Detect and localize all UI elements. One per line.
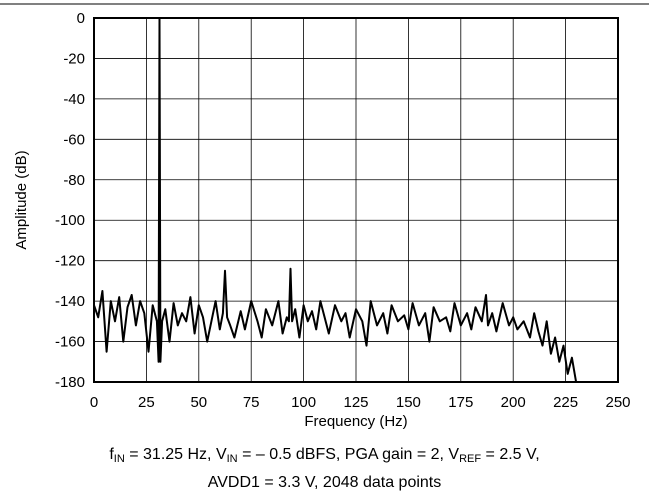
x-tick-label: 125: [343, 394, 368, 411]
caption-subscript: IN: [113, 453, 125, 465]
y-tick-label: -100: [55, 212, 85, 229]
caption-subscript: IN: [226, 453, 238, 465]
y-tick-label: -80: [63, 172, 85, 189]
caption-text: = 2.5 V,: [481, 446, 540, 463]
x-tick-label: 250: [605, 394, 630, 411]
x-tick-label: 0: [90, 394, 98, 411]
caption-line-1: fIN = 31.25 Hz, VIN = – 0.5 dBFS, PGA ga…: [0, 446, 649, 465]
y-tick-label: 0: [77, 10, 85, 27]
caption-line-2: AVDD1 = 3.3 V, 2048 data points: [207, 474, 442, 491]
series-group: [93, 17, 581, 383]
y-tick-label: -160: [55, 334, 85, 351]
x-tick-label: 50: [190, 394, 207, 411]
plot-frame: [93, 17, 619, 383]
x-tick-label: 200: [501, 394, 526, 411]
caption-text: = 31.25 Hz, V: [124, 446, 227, 463]
x-tick-label: 75: [243, 394, 260, 411]
y-tick-label: -120: [55, 253, 85, 270]
y-tick-label: -140: [55, 293, 85, 310]
y-tick-label: -20: [63, 50, 85, 67]
caption-subscript: REF: [459, 453, 482, 465]
y-axis-label: Amplitude (dB): [13, 150, 30, 249]
y-tick-label: -60: [63, 131, 85, 148]
caption-text: f: [109, 446, 114, 463]
caption-text: = – 0.5 dBFS, PGA gain = 2, V: [237, 446, 460, 463]
x-tick-label: 150: [396, 394, 421, 411]
x-tick-label: 175: [448, 394, 473, 411]
x-tick-label: 100: [291, 394, 316, 411]
tick-labels: 0 25 50 75 100 125 150 175 200 225 250 0 -20 -40 -60 -8…: [55, 10, 631, 411]
x-tick-label: 225: [553, 394, 578, 411]
y-tick-label: -40: [63, 91, 85, 108]
series-line: [93, 17, 581, 383]
y-tick-label: -180: [55, 374, 85, 391]
x-tick-label: 25: [138, 394, 155, 411]
x-axis-label: Frequency (Hz): [304, 413, 407, 430]
